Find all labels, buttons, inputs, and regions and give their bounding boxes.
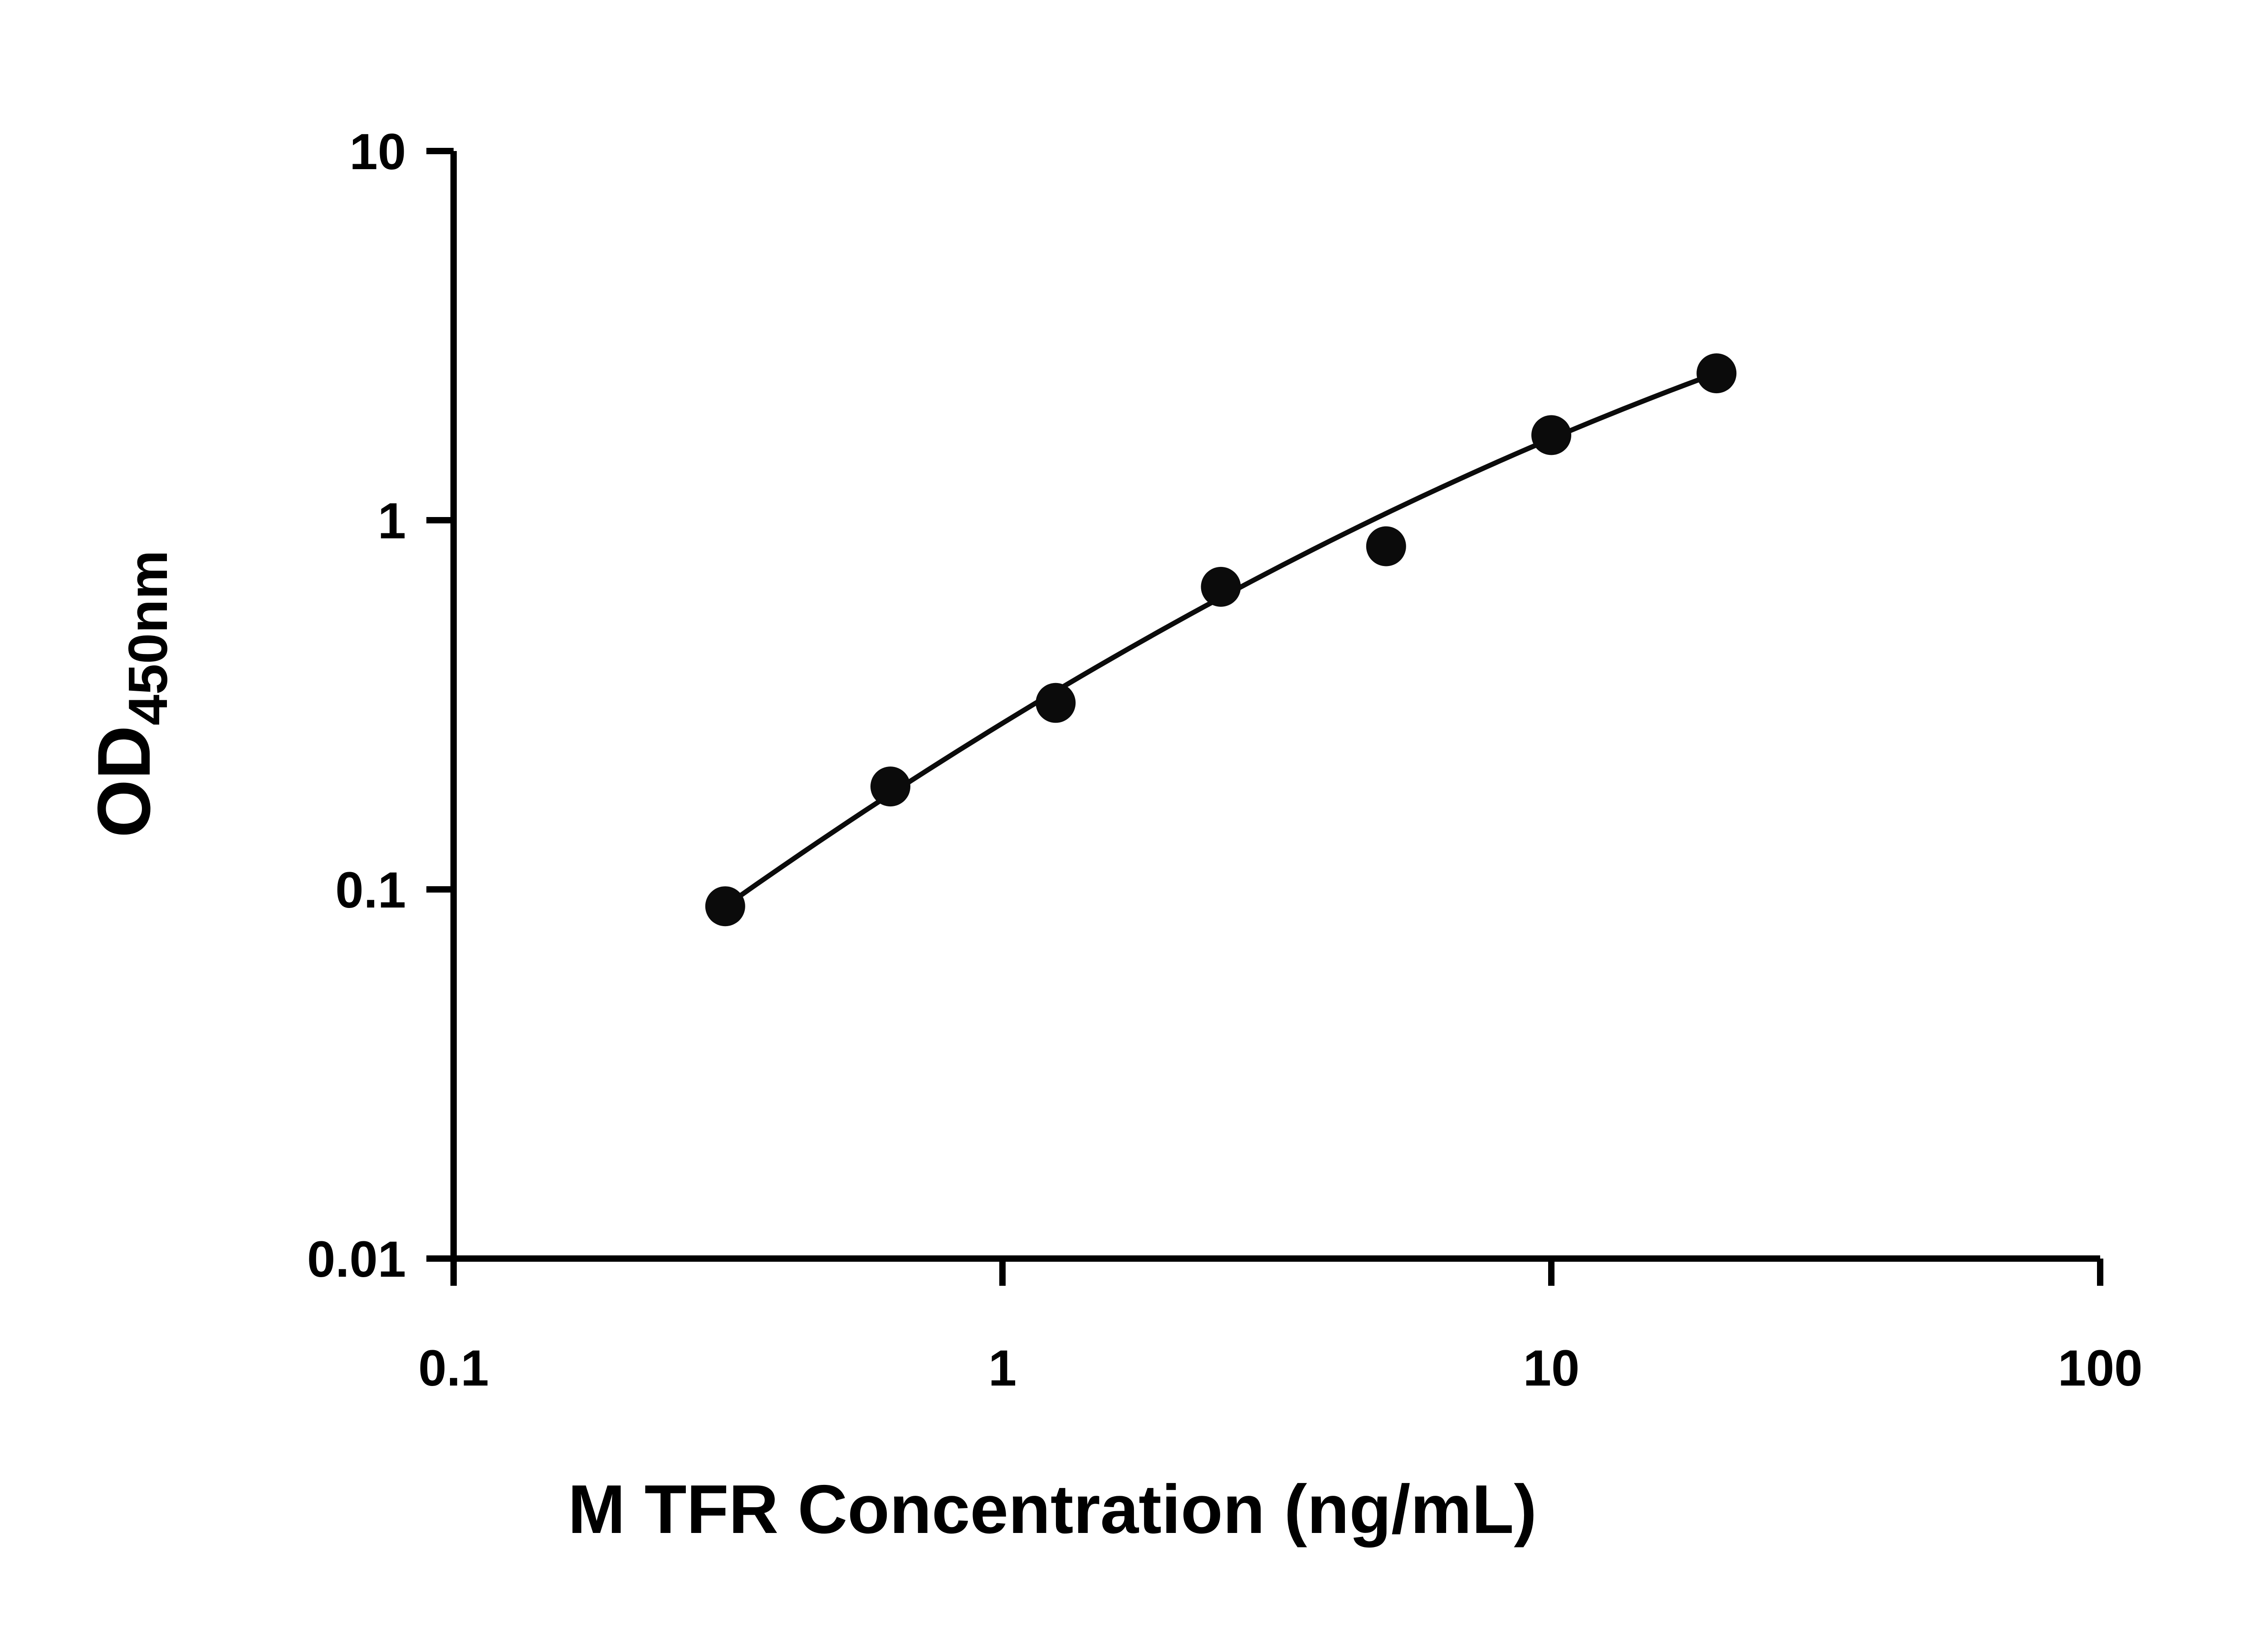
x-tick-label: 10 [1523,1340,1580,1396]
y-axis-title-main: OD [82,726,166,838]
y-axis-title-subscript: 450nm [117,550,179,726]
data-point [705,886,745,927]
fit-curve [723,371,1719,909]
axes [450,151,2100,1262]
data-point [1366,526,1406,566]
data-point [870,766,910,807]
data-point [1201,566,1241,607]
y-axis-title: OD450nm [82,550,179,838]
y-tick-label: 0.1 [335,862,406,918]
y-tick-label: 0.01 [307,1231,406,1288]
x-tick-label: 0.1 [418,1340,489,1396]
y-tick-label: 10 [349,123,406,180]
x-tick-label: 100 [2058,1340,2143,1396]
data-point [1036,683,1076,723]
x-axis-title: M TFR Concentration (ng/mL) [568,1471,1537,1548]
y-tick-label: 1 [378,493,406,549]
data-point [1531,415,1571,455]
data-point [1696,353,1737,394]
x-tick-label: 1 [988,1340,1017,1396]
